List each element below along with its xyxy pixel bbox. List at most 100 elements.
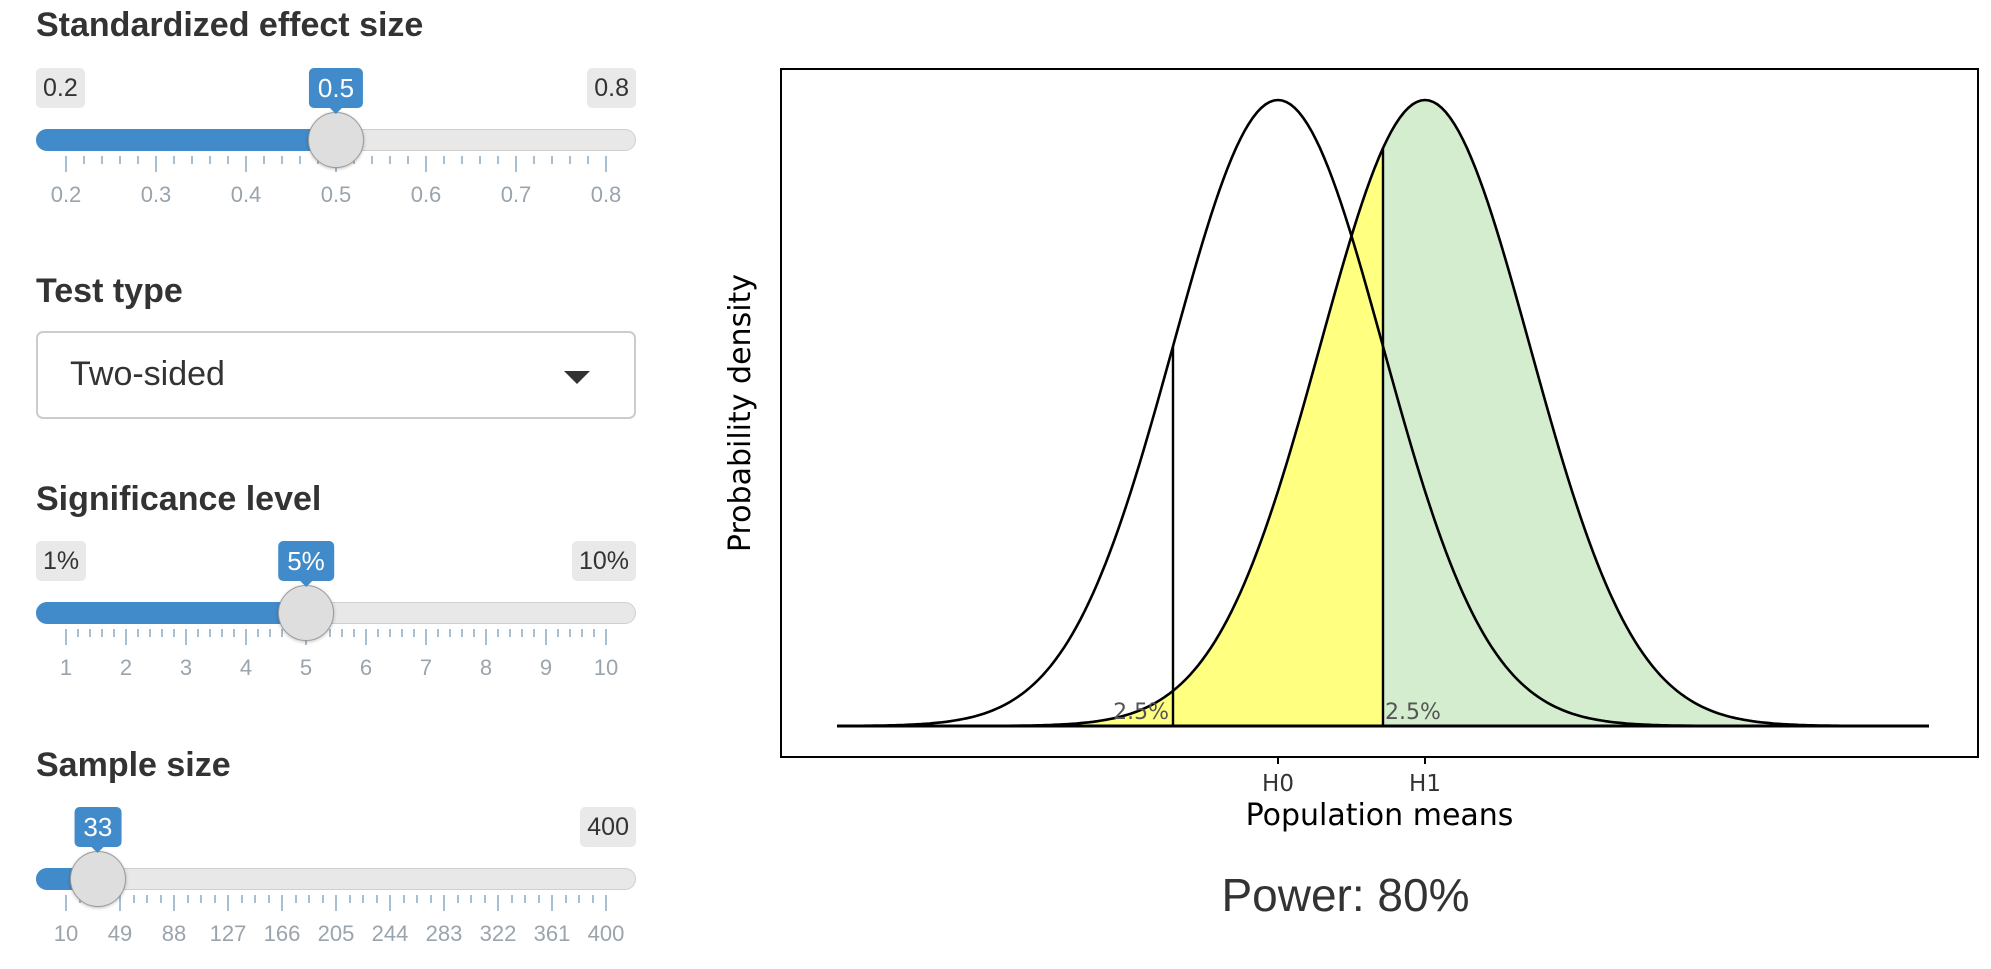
slider-minor-tick xyxy=(341,629,343,637)
slider-major-tick xyxy=(245,156,247,172)
slider-max-label: 400 xyxy=(580,807,636,847)
slider-tick-label: 3 xyxy=(179,655,193,680)
slider-major-tick xyxy=(605,156,607,172)
slider-minor-tick xyxy=(209,629,211,637)
test-type-select[interactable]: Two-sided xyxy=(36,331,636,419)
slider-tick-label: 0.3 xyxy=(140,182,172,207)
slider-minor-tick xyxy=(564,895,567,903)
slider-tick-label: 0.5 xyxy=(320,182,352,207)
slider-minor-tick xyxy=(149,629,151,637)
slider-minor-tick xyxy=(233,629,235,637)
significance-slider[interactable]: 1% 10% 1 2 3 4 5 6 7 8 9 10 5% xyxy=(36,541,636,691)
test-type-value: Two-sided xyxy=(70,355,225,393)
slider-minor-tick xyxy=(443,156,445,164)
slider-tick-label: 244 xyxy=(371,921,409,946)
slider-minor-tick xyxy=(329,629,331,637)
slider-minor-tick xyxy=(137,156,139,164)
slider-minor-tick xyxy=(569,629,571,637)
power-plot-area: 2.5% 2.5% H0 H1 Population means Probability … xyxy=(700,0,1991,969)
slider-minor-tick xyxy=(413,629,415,637)
slider-minor-tick xyxy=(227,156,229,164)
slider-minor-tick xyxy=(533,629,535,637)
slider-minor-tick xyxy=(461,629,463,637)
slider-minor-tick xyxy=(101,156,103,164)
slider-minor-tick xyxy=(377,629,379,637)
slider-min-label: 1% xyxy=(36,541,87,581)
slider-minor-tick xyxy=(146,895,148,903)
slider-handle[interactable] xyxy=(308,112,364,168)
slider-minor-tick xyxy=(497,156,499,164)
slider-minor-tick xyxy=(407,156,409,164)
y-axis-label: Probability density xyxy=(723,274,758,552)
beta-area xyxy=(837,148,1383,727)
slider-major-tick xyxy=(425,629,427,645)
slider-minor-tick xyxy=(257,629,259,637)
slider-max-label: 0.8 xyxy=(587,68,636,108)
slider-minor-tick xyxy=(533,156,535,164)
slider-minor-tick xyxy=(371,156,373,164)
slider-tick-label: 361 xyxy=(533,921,571,946)
effect-size-label: Standardized effect size xyxy=(36,6,424,44)
slider-major-tick xyxy=(425,156,427,172)
slider-minor-tick xyxy=(362,895,364,903)
alpha-label-left: 2.5% xyxy=(1113,700,1169,725)
slider-tick-label: 9 xyxy=(539,655,553,680)
slider-tick-label: 0.2 xyxy=(50,182,82,207)
slider-minor-tick xyxy=(587,156,589,164)
slider-minor-tick xyxy=(83,156,85,164)
slider-minor-tick xyxy=(591,895,594,903)
slider-minor-tick xyxy=(321,895,324,903)
slider-minor-tick xyxy=(521,629,523,637)
slider-major-tick xyxy=(389,895,391,911)
slider-minor-tick xyxy=(401,629,403,637)
slider-value-label: 0.5 xyxy=(308,68,364,114)
slider-tick-label: 10 xyxy=(593,655,619,680)
sample-size-slider[interactable]: 400 10 49 88 127 166 205 244 283 322 361 400 33 xyxy=(36,807,636,957)
caret-down-icon xyxy=(564,371,590,384)
slider-major-tick xyxy=(515,156,517,172)
x-tick-label: H1 xyxy=(1409,771,1441,797)
slider-minor-tick xyxy=(209,156,211,164)
slider-tick-label: 0.8 xyxy=(590,182,622,207)
slider-minor-tick xyxy=(77,629,79,637)
slider-minor-tick xyxy=(221,629,223,637)
slider-handle[interactable] xyxy=(69,851,126,907)
slider-tick-label: 49 xyxy=(107,921,133,946)
slider-minor-tick xyxy=(578,895,580,903)
slider-minor-tick xyxy=(213,895,216,903)
slider-minor-tick xyxy=(375,895,378,903)
slider-tick-label: 400 xyxy=(587,921,625,946)
slider-minor-tick xyxy=(557,629,559,637)
slider-minor-tick xyxy=(389,156,391,164)
slider-minor-tick xyxy=(569,156,571,164)
slider-minor-tick xyxy=(191,156,193,164)
slider-tick-label: 88 xyxy=(161,921,187,946)
slider-handle[interactable] xyxy=(278,585,334,641)
test-type-label: Test type xyxy=(36,272,183,310)
slider-major-tick xyxy=(497,895,499,911)
slider-minor-tick xyxy=(119,156,121,164)
slider-major-tick xyxy=(119,895,121,911)
slider-value-label: 5% xyxy=(278,541,334,587)
slider-minor-tick xyxy=(113,629,115,637)
slider-track[interactable] xyxy=(36,868,636,890)
slider-major-tick xyxy=(605,629,607,645)
slider-minor-tick xyxy=(497,629,499,637)
slider-minor-tick xyxy=(299,156,301,164)
slider-major-tick xyxy=(65,156,67,172)
plot-frame xyxy=(780,68,1979,758)
slider-major-tick xyxy=(65,895,67,911)
slider-fill xyxy=(36,602,306,624)
effect-size-slider[interactable]: 0.2 0.8 0.2 0.3 0.4 0.5 0.6 0.7 0.8 0.5 xyxy=(36,68,636,218)
slider-tick-label: 0.7 xyxy=(500,182,532,207)
slider-minor-tick xyxy=(456,895,459,903)
slider-minor-tick xyxy=(89,629,91,637)
slider-major-tick xyxy=(245,629,247,645)
slider-minor-tick xyxy=(470,895,472,903)
slider-major-tick xyxy=(365,629,367,645)
slider-min-label: 0.2 xyxy=(36,68,85,108)
slider-minor-tick xyxy=(101,629,103,637)
slider-minor-tick xyxy=(137,629,139,637)
slider-minor-tick xyxy=(267,895,270,903)
slider-major-tick xyxy=(65,629,67,645)
